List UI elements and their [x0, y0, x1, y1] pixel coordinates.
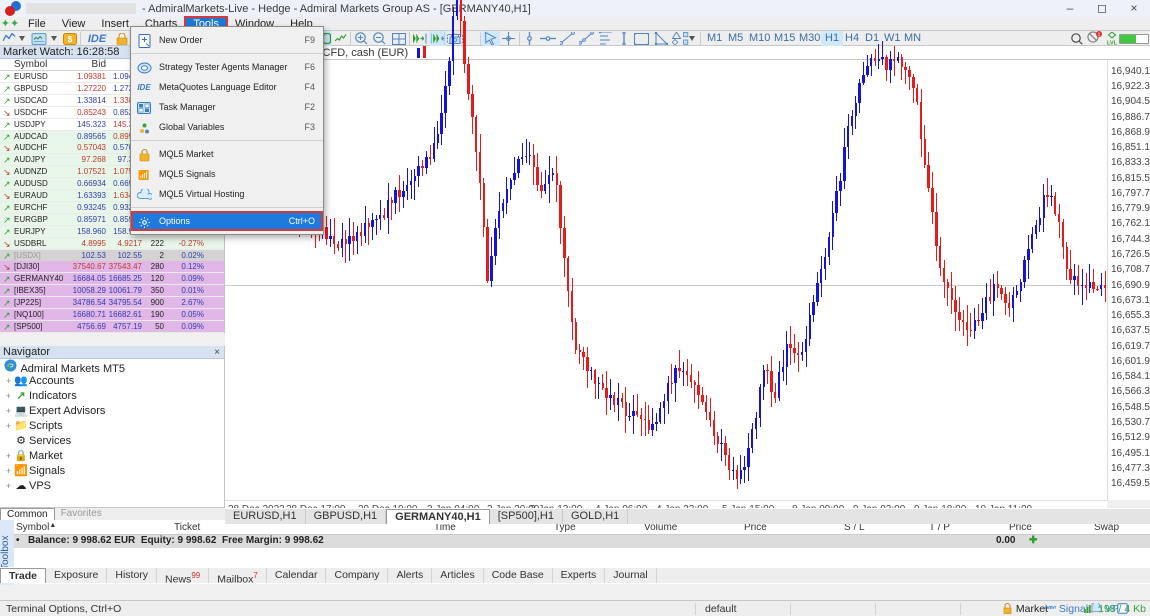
svg-text:$: $ — [68, 35, 73, 44]
svg-text:LVL: LVL — [1107, 40, 1118, 46]
